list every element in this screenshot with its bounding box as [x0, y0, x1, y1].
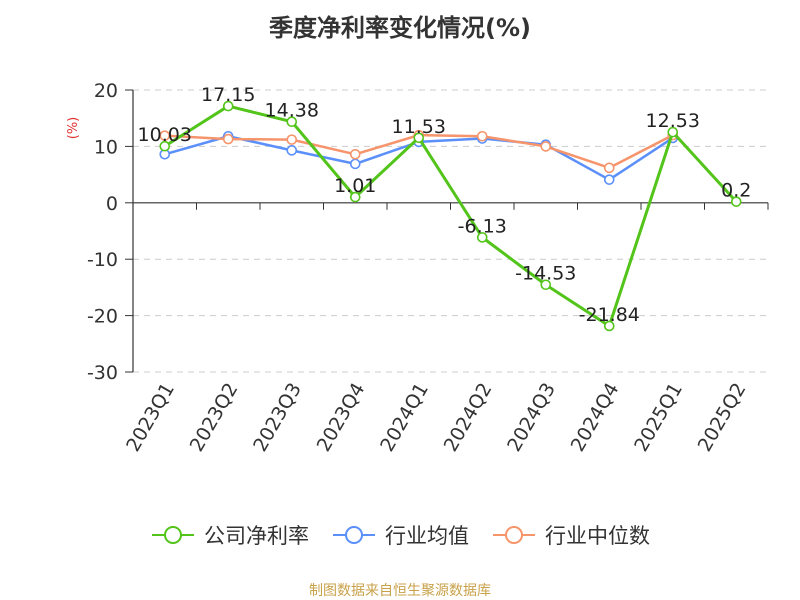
series-point [603, 174, 615, 185]
legend-item[interactable]: 行业中位数 [491, 520, 650, 550]
legend-label: 公司净利率 [204, 524, 309, 548]
series-point [349, 158, 361, 170]
data-label: 14.38 [265, 100, 319, 122]
data-label: 17.15 [201, 84, 255, 106]
series-point [222, 133, 234, 145]
series-point [603, 320, 615, 332]
data-label-layer: 10.03 17.15 14.38 1.01 11.53 -6.13 -14.53-21.8… [138, 84, 752, 326]
x-tick-label: 2025Q1 [630, 379, 687, 455]
data-label: 1.01 [334, 175, 376, 197]
series-point [476, 232, 488, 243]
y-tick-label: 0 [106, 193, 118, 215]
series-point [540, 279, 552, 291]
x-tick-label: 2024Q1 [376, 379, 433, 455]
series-point [476, 130, 488, 142]
x-tick-label: 2023Q1 [122, 379, 179, 455]
legend-item[interactable]: 行业均值 [331, 520, 469, 550]
x-tick-label: 2024Q4 [567, 379, 624, 455]
data-label: 12.53 [646, 110, 700, 132]
legend: 公司净利率 行业均值 行业中位数 [0, 520, 800, 550]
series-layer [159, 100, 742, 332]
series-point [222, 100, 234, 112]
series-point [159, 130, 171, 141]
legend-marker-icon [493, 526, 535, 544]
data-label: 0.2 [721, 180, 751, 202]
data-label: -6.13 [458, 215, 507, 237]
x-tick-label: 2023Q4 [313, 379, 370, 455]
series-point [603, 162, 615, 174]
y-tick-label: 10 [94, 136, 118, 158]
x-tick-label: 2024Q3 [503, 379, 560, 455]
series-point [159, 140, 171, 152]
series-point [349, 191, 361, 203]
series-point [730, 196, 742, 207]
legend-marker-icon [152, 526, 194, 544]
source-note: 制图数据来自恒生聚源数据库 [309, 583, 491, 599]
data-label: 10.03 [138, 124, 192, 146]
x-tick-label: 2024Q2 [440, 379, 497, 455]
data-label: 11.53 [392, 116, 446, 138]
x-tick-label: 2023Q3 [249, 379, 306, 455]
legend-label: 行业均值 [385, 524, 469, 548]
grid-layer [133, 89, 768, 373]
chart-title: 季度净利率变化情况(%) [269, 14, 531, 42]
data-label: -21.84 [579, 304, 640, 326]
y-tick-label: -10 [87, 249, 118, 271]
y-tick-label: 20 [94, 80, 118, 102]
series-point [286, 145, 298, 156]
series-point [413, 132, 425, 144]
y-tick-label: -20 [87, 306, 118, 328]
legend-item[interactable]: 公司净利率 [150, 520, 309, 550]
series-line [163, 104, 738, 328]
x-tick-label: 2023Q2 [186, 379, 243, 455]
series-point [286, 116, 298, 127]
series-point [286, 134, 298, 145]
series-point [667, 126, 679, 138]
legend-label: 行业中位数 [545, 524, 650, 548]
y-axis-title: (%) [66, 117, 81, 140]
y-tick-label: -30 [87, 362, 118, 384]
legend-marker-icon [333, 526, 375, 544]
x-tick-label: 2025Q2 [694, 379, 751, 455]
series-point [349, 148, 361, 160]
data-label: -14.53 [515, 263, 576, 285]
series-point [540, 141, 552, 152]
